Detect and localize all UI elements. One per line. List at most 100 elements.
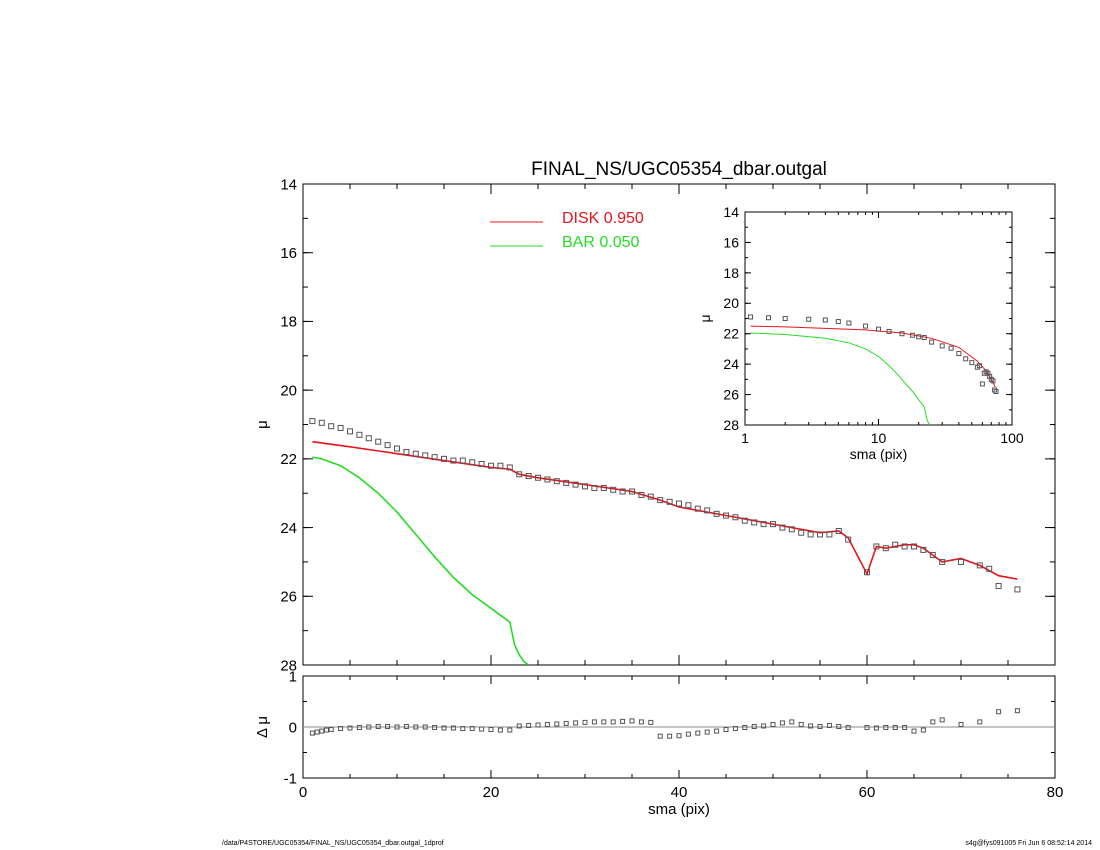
data-point (882, 545, 889, 552)
main-ytick-label: 18 (280, 314, 297, 331)
data-point (929, 552, 936, 559)
residual-point (338, 726, 344, 732)
residual-point (469, 726, 475, 732)
data-point (459, 457, 466, 464)
data-point (506, 464, 513, 471)
data-point (572, 481, 579, 488)
data-point (779, 524, 786, 531)
residual-point (328, 727, 334, 733)
inset-ytick-label: 14 (723, 204, 739, 220)
data-point (760, 521, 767, 528)
residual-point (488, 727, 494, 733)
data-point (365, 435, 372, 442)
residual-point (911, 728, 917, 734)
inset-xtick-label: 100 (1000, 430, 1024, 446)
residual-point (629, 718, 635, 724)
inset-disk-line (750, 325, 996, 388)
data-point (976, 562, 983, 569)
resid-plot-area (303, 708, 1055, 739)
resid-xtick-label: 20 (483, 784, 500, 801)
inset-data-point (921, 335, 927, 341)
data-point (497, 462, 504, 469)
data-point (403, 448, 410, 455)
residual-point (620, 718, 626, 724)
residual-point (939, 717, 945, 723)
residual-point (591, 719, 597, 725)
inset-data-point (990, 378, 996, 384)
main-ytick-label: 22 (280, 451, 297, 468)
residual-point (648, 719, 654, 725)
inset-data-point (899, 331, 905, 337)
residual-point (714, 728, 720, 734)
data-point (958, 558, 964, 565)
data-point (732, 514, 739, 521)
data-point (845, 536, 852, 543)
data-point (685, 502, 692, 509)
data-point (911, 543, 917, 550)
data-point (553, 478, 560, 485)
residual-point (996, 709, 1002, 715)
residual-point (356, 725, 362, 731)
data-point (441, 455, 447, 462)
residual-point (385, 723, 391, 729)
data-point (647, 493, 654, 500)
residual-point (761, 723, 767, 729)
residual-point (789, 719, 795, 725)
inset-data-point (979, 381, 985, 387)
residual-point (432, 725, 438, 731)
inset-ytick-label: 22 (723, 326, 739, 342)
legend-label-disk: DISK 0.950 (562, 210, 644, 227)
disk-line (312, 440, 1018, 580)
data-point (986, 565, 993, 572)
data-point (488, 462, 494, 469)
data-point (694, 505, 701, 512)
bar-line (312, 456, 530, 665)
main-ytick-label: 26 (280, 589, 297, 606)
data-point (318, 419, 325, 426)
residual-point (930, 719, 936, 725)
data-point (751, 519, 758, 526)
residual-point (375, 723, 381, 729)
data-point (892, 541, 899, 548)
main-ytick-label: 20 (280, 382, 297, 399)
residual-point (544, 721, 550, 727)
residual-point (836, 723, 842, 729)
residual-point (450, 725, 456, 731)
inset-data-point (956, 350, 962, 356)
residual-point (873, 725, 879, 731)
residual-point (808, 723, 814, 729)
residual-point (422, 724, 428, 730)
inset-plot-area (748, 314, 999, 425)
residual-point (403, 723, 409, 729)
data-point (375, 438, 382, 445)
main-plot-area (309, 418, 1021, 665)
inset-ytick-label: 24 (723, 356, 739, 372)
chart-title: FINAL_NS/UGC05354_dbar.outgal (531, 159, 827, 180)
data-point (901, 543, 908, 550)
inset-xtick-label: 1 (741, 430, 749, 446)
residual-point (413, 724, 419, 730)
residual-point (582, 719, 588, 725)
data-point (920, 546, 927, 553)
residual-point (394, 724, 400, 730)
inset-ytick-label: 26 (723, 386, 739, 402)
data-point (309, 418, 316, 425)
inset-data-point (806, 316, 812, 322)
residual-point (845, 725, 851, 731)
data-point (478, 461, 485, 468)
inset-ytick-label: 20 (723, 295, 739, 311)
residual-point (554, 721, 560, 727)
inset-data-point (835, 319, 841, 325)
residual-point (507, 727, 513, 733)
data-point (535, 474, 541, 481)
residual-point (723, 727, 729, 733)
inset-data-point (916, 334, 922, 340)
inset-data-point (822, 317, 828, 323)
main-ylabel: μ (254, 420, 271, 429)
main-ytick-label: 28 (280, 657, 297, 674)
residual-point (324, 727, 329, 733)
residual-point (742, 725, 748, 731)
resid-xtick-label: 60 (859, 784, 876, 801)
